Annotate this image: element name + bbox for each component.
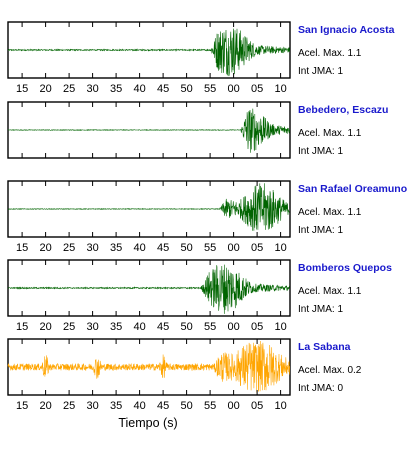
x-tick-label: 20 bbox=[39, 400, 51, 412]
waveform-trace bbox=[7, 183, 290, 231]
station-name: San Ignacio Acosta bbox=[298, 24, 395, 36]
acel-max-label: Acel. Max. 1.1 bbox=[298, 128, 362, 139]
x-tick-label: 30 bbox=[86, 321, 98, 333]
x-tick-label: 35 bbox=[110, 83, 122, 95]
waveform-trace bbox=[7, 264, 290, 314]
x-tick-label: 05 bbox=[251, 400, 263, 412]
x-tick-label: 00 bbox=[227, 321, 239, 333]
station-name: San Rafael Oreamuno bbox=[298, 183, 407, 195]
x-tick-label: 15 bbox=[16, 83, 28, 95]
station-name: Bebedero, Escazu bbox=[298, 104, 388, 116]
waveform-trace bbox=[7, 108, 290, 153]
x-tick-label: 55 bbox=[204, 321, 216, 333]
x-tick-label: 30 bbox=[86, 83, 98, 95]
x-tick-label: 45 bbox=[157, 83, 169, 95]
station-panel: 15 20 25 30 35 40 45 50 55 00 05 10 La Sabana Acel. M… bbox=[7, 338, 362, 412]
x-tick-label: 30 bbox=[86, 400, 98, 412]
x-tick-label: 10 bbox=[274, 242, 286, 254]
acel-max-label: Acel. Max. 1.1 bbox=[298, 286, 362, 297]
x-tick-label: 45 bbox=[157, 400, 169, 412]
x-tick-label: 15 bbox=[16, 400, 28, 412]
x-tick-label: 10 bbox=[274, 400, 286, 412]
x-tick-label: 00 bbox=[227, 400, 239, 412]
x-axis-title: Tiempo (s) bbox=[118, 416, 177, 430]
x-tick-label: 35 bbox=[110, 400, 122, 412]
int-jma-label: Int JMA: 1 bbox=[298, 304, 343, 315]
x-tick-label: 50 bbox=[180, 400, 192, 412]
x-tick-label: 40 bbox=[133, 400, 145, 412]
x-tick-label: 50 bbox=[180, 242, 192, 254]
x-tick-label: 15 bbox=[16, 321, 28, 333]
x-tick-label: 35 bbox=[110, 321, 122, 333]
x-tick-label: 55 bbox=[204, 242, 216, 254]
x-tick-label: 50 bbox=[180, 83, 192, 95]
x-tick-label: 20 bbox=[39, 242, 51, 254]
x-tick-label: 10 bbox=[274, 321, 286, 333]
station-name: La Sabana bbox=[298, 341, 351, 353]
station-panel: 15 20 25 30 35 40 45 50 55 00 05 10 San Ignacio Acos… bbox=[7, 21, 395, 95]
x-tick-label: 25 bbox=[63, 400, 75, 412]
station-panel: Bebedero, Escazu Acel. Max. 1.1 Int JMA: 1 bbox=[7, 101, 388, 159]
x-tick-label: 45 bbox=[157, 242, 169, 254]
x-tick-label: 40 bbox=[133, 242, 145, 254]
x-tick-label: 55 bbox=[204, 400, 216, 412]
station-panel: 15 20 25 30 35 40 45 50 55 00 05 10 Bomberos Quepos A… bbox=[7, 259, 392, 333]
x-tick-label: 20 bbox=[39, 321, 51, 333]
x-tick-label: 55 bbox=[204, 83, 216, 95]
station-panel: 15 20 25 30 35 40 45 50 55 00 05 10 San Rafael Oream… bbox=[7, 180, 407, 254]
int-jma-label: Int JMA: 1 bbox=[298, 225, 343, 236]
acel-max-label: Acel. Max. 1.1 bbox=[298, 207, 362, 218]
station-name: Bomberos Quepos bbox=[298, 262, 392, 274]
x-tick-label: 35 bbox=[110, 242, 122, 254]
x-tick-label: 40 bbox=[133, 321, 145, 333]
x-tick-label: 00 bbox=[227, 242, 239, 254]
x-tick-label: 45 bbox=[157, 321, 169, 333]
acel-max-label: Acel. Max. 0.2 bbox=[298, 365, 362, 376]
x-tick-label: 40 bbox=[133, 83, 145, 95]
int-jma-label: Int JMA: 1 bbox=[298, 66, 343, 77]
x-tick-label: 25 bbox=[63, 242, 75, 254]
x-tick-label: 30 bbox=[86, 242, 98, 254]
x-tick-label: 15 bbox=[16, 242, 28, 254]
acel-max-label: Acel. Max. 1.1 bbox=[298, 48, 362, 59]
waveform-trace bbox=[7, 28, 290, 77]
panels-group: 15 20 25 30 35 40 45 50 55 00 05 10 San Ignacio Acos… bbox=[7, 21, 407, 412]
x-tick-label: 05 bbox=[251, 83, 263, 95]
x-tick-label: 05 bbox=[251, 321, 263, 333]
int-jma-label: Int JMA: 1 bbox=[298, 146, 343, 157]
int-jma-label: Int JMA: 0 bbox=[298, 383, 343, 394]
x-tick-label: 25 bbox=[63, 83, 75, 95]
waveform-trace bbox=[7, 340, 290, 393]
x-tick-label: 10 bbox=[274, 83, 286, 95]
x-tick-label: 05 bbox=[251, 242, 263, 254]
x-tick-label: 25 bbox=[63, 321, 75, 333]
x-tick-label: 00 bbox=[227, 83, 239, 95]
x-tick-label: 20 bbox=[39, 83, 51, 95]
x-tick-label: 50 bbox=[180, 321, 192, 333]
